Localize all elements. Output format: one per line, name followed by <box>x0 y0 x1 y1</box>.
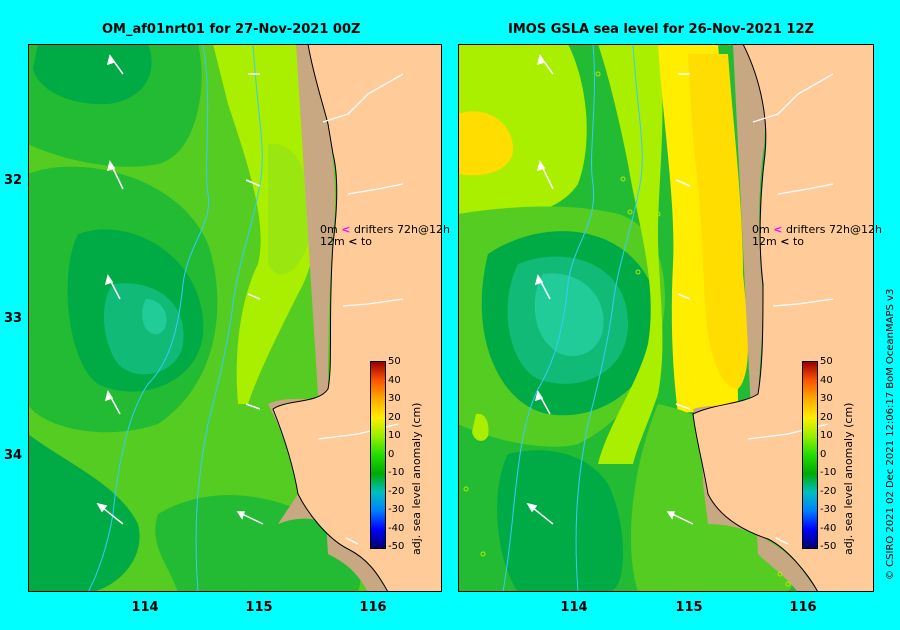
anomaly-contour-nw-peak <box>458 111 513 176</box>
left-colorbar <box>370 361 386 549</box>
isobath-1 <box>502 44 595 592</box>
isobath-2 <box>575 44 643 592</box>
left-cb-tick-20: 20 <box>388 412 401 423</box>
right-cb-tick-0: 0 <box>820 449 827 460</box>
right-map-title: IMOS GSLA sea level for 26-Nov-2021 12Z <box>508 22 814 37</box>
right-cb-tick-40: 40 <box>820 375 833 386</box>
legend-marker-magenta: < <box>341 223 351 236</box>
y-tick-32: 32 <box>4 173 23 188</box>
legend-marker-magenta: < <box>773 223 783 236</box>
drifter-points <box>463 71 791 587</box>
legend-depth-0m: 0m <box>752 223 770 236</box>
legend-drifters-label: drifters 72h@12h <box>353 223 450 236</box>
coastline <box>272 44 389 592</box>
anomaly-contour-nw-high <box>458 44 587 218</box>
isobath-1 <box>87 44 210 592</box>
anomaly-contour-east-mid <box>268 143 311 275</box>
map-frame <box>28 44 442 592</box>
drifter-track-2 <box>777 183 834 195</box>
right-cb-tick-m30: -30 <box>820 504 837 515</box>
right-cb-tick-m50: -50 <box>820 541 837 552</box>
anomaly-contour-east-core <box>688 54 748 389</box>
legend-to-label: to <box>792 235 804 248</box>
anomaly-contour-south <box>155 495 361 592</box>
left-x-tick-116: 116 <box>359 600 387 615</box>
legend-marker-black: < <box>780 235 790 248</box>
anomaly-contour-eddy-core <box>534 273 604 356</box>
legend-depth-0m: 0m <box>320 223 338 236</box>
left-cb-tick-m40: -40 <box>388 523 405 534</box>
drifter-track-2 <box>347 183 404 195</box>
right-cb-tick-m20: -20 <box>820 486 837 497</box>
left-x-tick-114: 114 <box>131 600 159 615</box>
isobath-2 <box>195 44 263 592</box>
land-mass <box>273 44 442 592</box>
anomaly-contour-south-low <box>497 450 623 592</box>
right-colorbar-label: adj. sea level anomaly (cm) <box>842 402 855 555</box>
right-cb-tick-m40: -40 <box>820 523 837 534</box>
map-frame <box>458 44 874 592</box>
right-cb-tick-20: 20 <box>820 412 833 423</box>
left-cb-tick-40: 40 <box>388 375 401 386</box>
left-cb-tick-0: 0 <box>388 449 395 460</box>
legend-depth-12m: 12m <box>752 235 777 248</box>
left-cb-tick-m30: -30 <box>388 504 405 515</box>
legend-marker-black: < <box>348 235 358 248</box>
y-tick-33: 33 <box>4 311 23 326</box>
left-cb-tick-m10: -10 <box>388 467 405 478</box>
current-vectors <box>526 54 789 545</box>
left-map-title: OM_af01nrt01 for 27-Nov-2021 00Z <box>102 22 361 37</box>
current-vectors <box>96 54 359 545</box>
drifter-track-3 <box>342 298 404 307</box>
right-cb-tick-m10: -10 <box>820 467 837 478</box>
anomaly-contour-sw-bump <box>472 413 489 441</box>
anomaly-contour-eddy-inner <box>142 299 167 335</box>
right-x-tick-114: 114 <box>560 600 588 615</box>
drifter-track-1 <box>322 73 404 123</box>
left-map[interactable] <box>28 44 442 592</box>
legend-depth-12m: 12m <box>320 235 345 248</box>
coastline <box>692 44 819 592</box>
anomaly-contour-eddy-core <box>103 283 184 375</box>
y-tick-34: 34 <box>4 448 23 463</box>
drifter-track-3 <box>772 298 834 307</box>
land-mass <box>693 44 874 592</box>
anomaly-contour-central-high <box>598 44 663 464</box>
drifter-track-1 <box>752 73 834 123</box>
legend-drifters-label: drifters 72h@12h <box>785 223 882 236</box>
left-cb-tick-30: 30 <box>388 393 401 404</box>
anomaly-contour-deep-n <box>33 44 152 105</box>
right-colorbar <box>802 361 818 549</box>
credit-text: © CSIRO 2021 02 Dec 2021 12:06:17 BoM Oc… <box>885 288 896 580</box>
anomaly-contour-west-low <box>28 434 140 592</box>
left-drifter-legend: 0m < drifters 72h@12h 12m < to <box>320 224 450 248</box>
left-x-tick-115: 115 <box>245 600 273 615</box>
right-cb-tick-10: 10 <box>820 430 833 441</box>
left-cb-tick-50: 50 <box>388 356 401 367</box>
left-cb-tick-10: 10 <box>388 430 401 441</box>
right-x-tick-116: 116 <box>789 600 817 615</box>
right-cb-tick-30: 30 <box>820 393 833 404</box>
left-cb-tick-m20: -20 <box>388 486 405 497</box>
left-cb-tick-m50: -50 <box>388 541 405 552</box>
right-cb-tick-50: 50 <box>820 356 833 367</box>
left-colorbar-label: adj. sea level anomaly (cm) <box>410 402 423 555</box>
legend-to-label: to <box>360 235 372 248</box>
right-x-tick-115: 115 <box>675 600 703 615</box>
right-drifter-legend: 0m < drifters 72h@12h 12m < to <box>752 224 882 248</box>
